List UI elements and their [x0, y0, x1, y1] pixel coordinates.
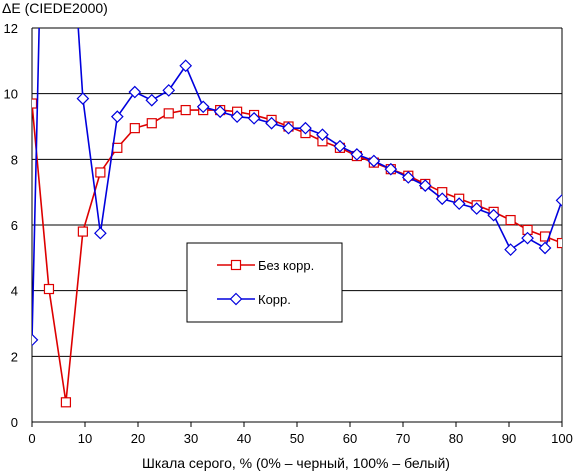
data-point: [43, 283, 55, 295]
series-2: [32, 28, 562, 347]
data-point: [32, 98, 38, 109]
data-point: [128, 85, 142, 99]
data-point: [213, 105, 227, 119]
plot-area: [32, 28, 562, 408]
y-tick-label: 12: [4, 21, 18, 36]
data-point: [401, 171, 415, 184]
data-point: [230, 110, 244, 123]
data-point: [350, 148, 364, 161]
data-point: [333, 139, 347, 153]
data-point: [282, 121, 295, 135]
y-tick-label: 0: [11, 415, 18, 430]
data-point: [179, 59, 193, 73]
legend: Без корр. Корр.: [186, 242, 343, 323]
data-point: [367, 154, 381, 168]
data-point: [556, 237, 562, 249]
data-point: [247, 111, 261, 125]
legend-box: [186, 242, 343, 323]
data-point: [77, 226, 88, 237]
data-point: [316, 128, 329, 142]
data-point: [129, 123, 140, 134]
data-point: [163, 108, 174, 119]
data-point: [76, 92, 90, 105]
x-tick-label: 0: [28, 431, 35, 446]
legend-entry: Корр.: [217, 292, 291, 307]
data-point: [60, 397, 72, 408]
x-tick-label: 60: [343, 431, 357, 446]
data-point: [299, 121, 312, 135]
data-point: [145, 93, 159, 107]
data-point: [110, 110, 124, 123]
data-point: [196, 100, 210, 114]
x-tick-label: 80: [449, 431, 463, 446]
legend-marker: [229, 292, 243, 306]
y-tick-label: 4: [11, 284, 18, 299]
data-point: [418, 179, 432, 192]
data-point: [521, 231, 534, 245]
legend-marker: [230, 259, 242, 271]
x-tick-label: 90: [502, 431, 516, 446]
data-point: [505, 214, 516, 226]
data-point: [162, 84, 176, 97]
x-tick-label: 10: [78, 431, 92, 446]
legend-label: Корр.: [258, 292, 291, 307]
legend-label: Без корр.: [258, 258, 314, 273]
data-point: [265, 116, 278, 130]
axes: [31, 28, 563, 427]
x-tick-label: 50: [290, 431, 304, 446]
data-point: [555, 194, 562, 207]
data-point: [435, 192, 449, 206]
data-point: [384, 162, 398, 176]
y-tick-label: 10: [4, 87, 18, 102]
data-point: [32, 333, 39, 347]
data-point: [146, 118, 157, 129]
x-tick-label: 100: [551, 431, 573, 446]
x-axis-label: Шкала серого, % (0% – черный, 100% – бел…: [142, 455, 450, 471]
x-tick-label: 40: [237, 431, 251, 446]
data-point: [112, 142, 123, 153]
x-tick-label: 70: [396, 431, 410, 446]
tick-labels: 0 2 4 6 8 10 12 0 10 20 30 40 50 60 70 80 90 100: [4, 21, 573, 446]
grid: [32, 27, 562, 423]
data-point: [487, 208, 500, 222]
data-point: [180, 104, 191, 116]
x-tick-label: 30: [184, 431, 198, 446]
data-point: [94, 226, 107, 240]
y-tick-label: 6: [11, 218, 18, 233]
y-tick-label: 2: [11, 349, 18, 364]
data-point: [504, 243, 517, 256]
data-point: [470, 202, 484, 215]
data-point: [452, 197, 466, 211]
y-tick-label: 8: [11, 152, 18, 167]
x-tick-label: 20: [131, 431, 145, 446]
legend-entry: Без корр.: [217, 258, 314, 273]
y-axis-label: ΔE (CIEDE2000): [2, 0, 108, 16]
data-point: [95, 167, 106, 178]
data-point: [538, 241, 552, 255]
